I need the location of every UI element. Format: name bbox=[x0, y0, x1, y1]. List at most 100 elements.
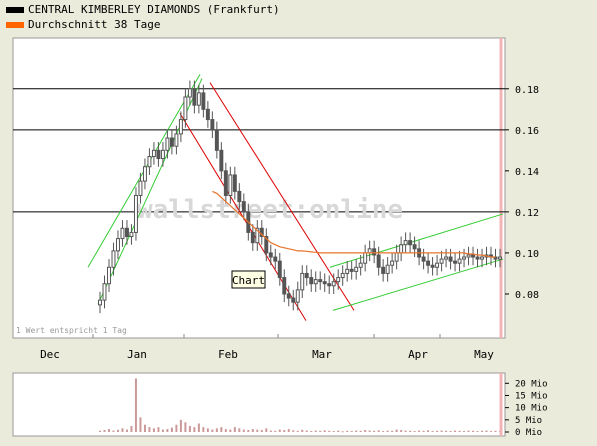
volume-bar[interactable] bbox=[418, 430, 421, 432]
volume-bar[interactable] bbox=[121, 428, 124, 432]
volume-bar[interactable] bbox=[161, 429, 164, 432]
volume-bar[interactable] bbox=[107, 429, 110, 432]
candle-body[interactable] bbox=[412, 244, 417, 250]
candle-body[interactable] bbox=[223, 170, 228, 196]
candle-body[interactable] bbox=[107, 266, 111, 285]
volume-bar[interactable] bbox=[431, 431, 434, 433]
volume-bar[interactable] bbox=[220, 427, 223, 432]
candle-body[interactable] bbox=[372, 248, 377, 256]
volume-bar[interactable] bbox=[305, 430, 308, 432]
volume-bar[interactable] bbox=[152, 428, 155, 432]
volume-bar[interactable] bbox=[373, 430, 376, 432]
candle-body[interactable] bbox=[102, 283, 107, 301]
volume-bar[interactable] bbox=[296, 430, 299, 432]
volume-bar[interactable] bbox=[215, 428, 218, 432]
volume-bar[interactable] bbox=[193, 427, 196, 432]
volume-bar[interactable] bbox=[355, 430, 358, 432]
candle-body[interactable] bbox=[453, 260, 458, 264]
candle-body[interactable] bbox=[331, 281, 336, 287]
candle-body[interactable] bbox=[421, 256, 426, 262]
candle-body[interactable] bbox=[448, 256, 453, 262]
volume-bar[interactable] bbox=[413, 431, 416, 433]
candle-body[interactable] bbox=[201, 92, 206, 110]
candle-body[interactable] bbox=[349, 268, 354, 272]
volume-bar[interactable] bbox=[350, 431, 353, 433]
candle-body[interactable] bbox=[309, 277, 314, 285]
volume-bar[interactable] bbox=[391, 430, 394, 432]
candle-body[interactable] bbox=[345, 268, 350, 274]
volume-bar[interactable] bbox=[427, 430, 430, 432]
volume-bar[interactable] bbox=[99, 430, 101, 432]
candle-body[interactable] bbox=[286, 293, 291, 299]
candle-body[interactable] bbox=[187, 88, 192, 98]
candle-body[interactable] bbox=[196, 92, 201, 106]
candle-body[interactable] bbox=[390, 260, 395, 266]
volume-bar[interactable] bbox=[314, 430, 317, 432]
volume-bar[interactable] bbox=[224, 429, 227, 432]
candle-body[interactable] bbox=[439, 258, 444, 264]
volume-bar[interactable] bbox=[310, 431, 313, 433]
volume-bar[interactable] bbox=[337, 430, 340, 432]
candle-body[interactable] bbox=[480, 256, 484, 260]
volume-bar[interactable] bbox=[323, 430, 326, 432]
candle-body[interactable] bbox=[493, 256, 498, 260]
volume-bar[interactable] bbox=[229, 429, 232, 432]
volume-bar[interactable] bbox=[404, 430, 407, 432]
volume-bar[interactable] bbox=[278, 429, 281, 432]
candle-body[interactable] bbox=[462, 256, 467, 260]
volume-bar[interactable] bbox=[409, 430, 412, 432]
volume-bar[interactable] bbox=[166, 429, 169, 432]
volume-bar[interactable] bbox=[125, 429, 128, 432]
candle-body[interactable] bbox=[394, 252, 399, 262]
volume-bar[interactable] bbox=[287, 429, 290, 432]
volume-bar[interactable] bbox=[341, 431, 344, 433]
candle-body[interactable] bbox=[381, 266, 386, 274]
candle-body[interactable] bbox=[183, 96, 188, 121]
candle-body[interactable] bbox=[340, 272, 345, 279]
volume-bar[interactable] bbox=[490, 431, 493, 433]
candle-body[interactable] bbox=[376, 254, 381, 268]
volume-bar[interactable] bbox=[422, 430, 425, 432]
chart-tooltip[interactable]: Chart bbox=[231, 270, 266, 289]
candle-body[interactable] bbox=[277, 260, 282, 279]
candle-body[interactable] bbox=[430, 264, 435, 268]
volume-bar[interactable] bbox=[454, 430, 457, 432]
volume-bar[interactable] bbox=[467, 430, 470, 432]
volume-bar[interactable] bbox=[211, 429, 214, 432]
candle-body[interactable] bbox=[133, 194, 138, 233]
volume-bar[interactable] bbox=[494, 430, 497, 432]
volume-bar[interactable] bbox=[292, 430, 295, 432]
volume-bar[interactable] bbox=[265, 428, 268, 432]
volume-bar[interactable] bbox=[463, 431, 466, 433]
volume-bar[interactable] bbox=[368, 430, 371, 432]
candle-body[interactable] bbox=[313, 279, 318, 285]
candle-body[interactable] bbox=[124, 227, 129, 238]
volume-bar[interactable] bbox=[332, 431, 335, 433]
volume-bar[interactable] bbox=[485, 430, 488, 432]
volume-bar[interactable] bbox=[382, 431, 385, 433]
candle-body[interactable] bbox=[214, 129, 219, 151]
candle-body[interactable] bbox=[156, 149, 161, 160]
candle-body[interactable] bbox=[116, 238, 120, 252]
candle-body[interactable] bbox=[466, 254, 471, 258]
candle-body[interactable] bbox=[151, 149, 156, 157]
candle-body[interactable] bbox=[120, 227, 125, 240]
volume-bar[interactable] bbox=[328, 430, 331, 432]
candle-body[interactable] bbox=[142, 166, 147, 182]
candle-body[interactable] bbox=[408, 240, 413, 246]
volume-bar[interactable] bbox=[139, 417, 142, 432]
volume-bar[interactable] bbox=[359, 430, 362, 432]
volume-bar[interactable] bbox=[260, 430, 263, 432]
volume-bar[interactable] bbox=[247, 430, 250, 432]
volume-bar[interactable] bbox=[251, 429, 254, 432]
volume-bar[interactable] bbox=[206, 428, 209, 432]
volume-bar[interactable] bbox=[386, 430, 389, 432]
volume-bar[interactable] bbox=[458, 430, 461, 432]
candle-body[interactable] bbox=[457, 258, 462, 264]
candle-body[interactable] bbox=[498, 256, 502, 260]
volume-bar[interactable] bbox=[395, 429, 398, 432]
candle-body[interactable] bbox=[322, 281, 327, 285]
candle-body[interactable] bbox=[205, 108, 210, 121]
candle-body[interactable] bbox=[147, 155, 152, 168]
